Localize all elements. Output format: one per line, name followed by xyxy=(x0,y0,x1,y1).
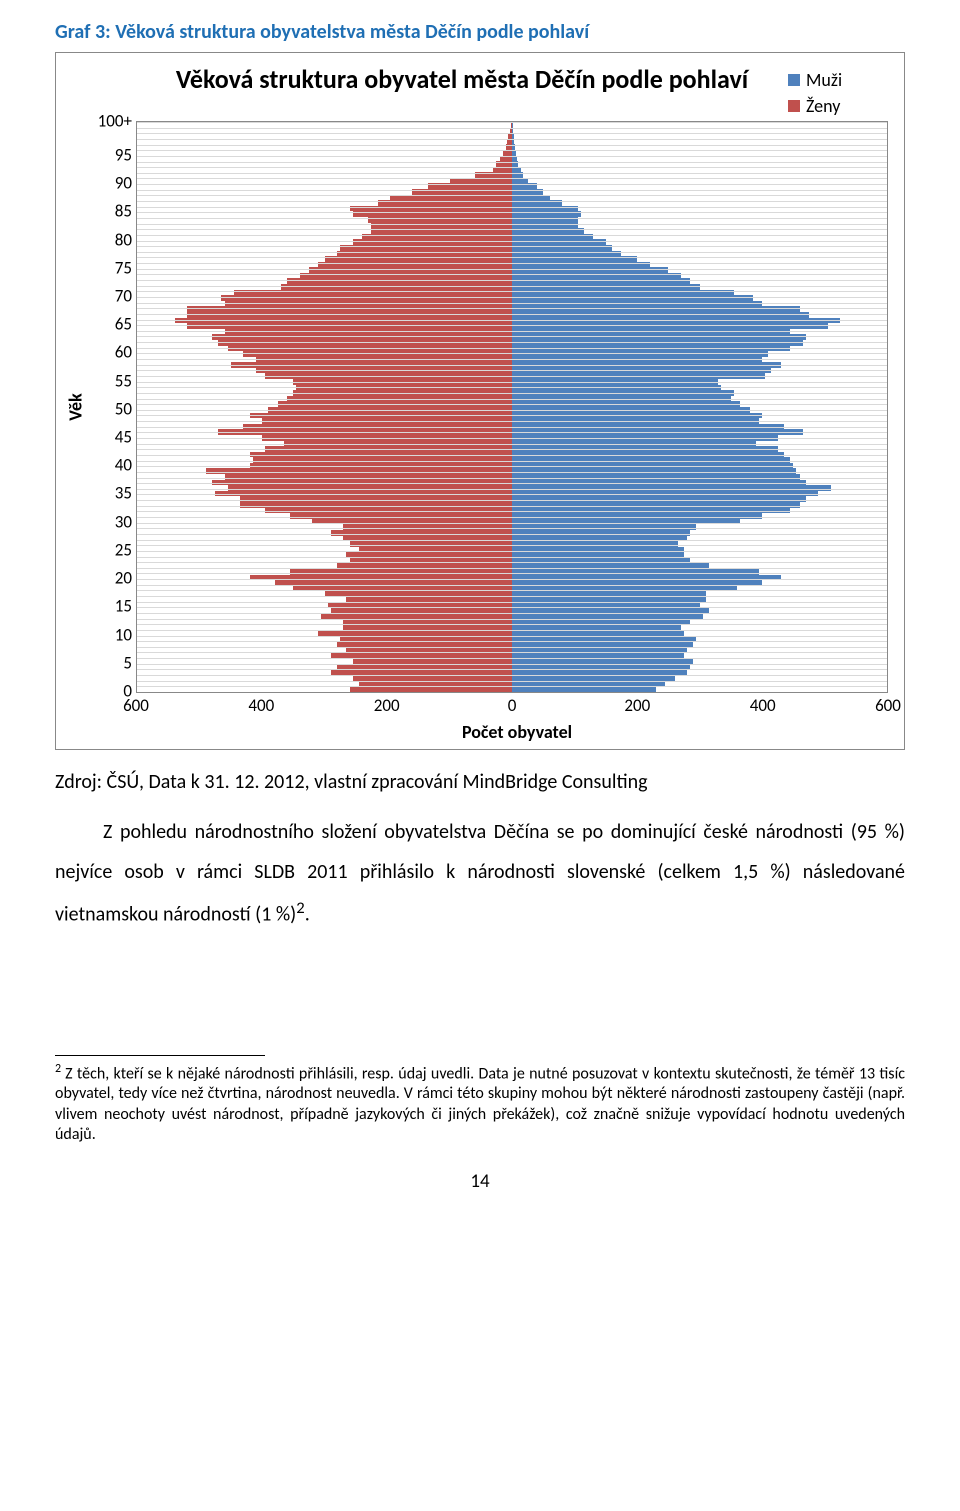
y-axis-labels: 100+959085807570656055504540353025201510… xyxy=(90,121,136,691)
plot-area xyxy=(136,121,888,693)
y-tick: 30 xyxy=(115,511,132,532)
footnote-rule xyxy=(55,1055,265,1056)
pyramid-chart: Věková struktura obyvatel města Děčín po… xyxy=(55,52,905,750)
x-tick: 600 xyxy=(123,695,149,716)
y-tick: 100+ xyxy=(98,111,132,132)
legend-label-men: Muži xyxy=(806,69,842,91)
y-tick: 25 xyxy=(115,539,132,560)
y-tick: 55 xyxy=(115,370,132,391)
x-tick: 200 xyxy=(374,695,400,716)
page-number: 14 xyxy=(55,1170,905,1193)
y-tick: 90 xyxy=(115,173,132,194)
x-tick: 400 xyxy=(248,695,274,716)
x-axis-labels: 6004002000200400600 xyxy=(136,693,888,719)
footnote: 2Z těch, kteří se k nějaké národnosti př… xyxy=(55,1062,905,1146)
y-tick: 65 xyxy=(115,314,132,335)
figure-title: Graf 3: Věková struktura obyvatelstva mě… xyxy=(55,20,905,44)
x-axis-title: Počet obyvatel xyxy=(136,721,898,743)
x-tick: 0 xyxy=(508,695,517,716)
y-tick: 85 xyxy=(115,201,132,222)
y-tick: 50 xyxy=(115,398,132,419)
y-tick: 40 xyxy=(115,455,132,476)
y-tick: 20 xyxy=(115,568,132,589)
y-tick: 60 xyxy=(115,342,132,363)
x-tick: 200 xyxy=(624,695,650,716)
legend-swatch-men xyxy=(788,74,800,86)
y-tick: 95 xyxy=(115,144,132,165)
y-tick: 45 xyxy=(115,427,132,448)
chart-title: Věková struktura obyvatel města Děčín po… xyxy=(136,59,788,97)
y-tick: 10 xyxy=(115,624,132,645)
y-tick: 35 xyxy=(115,483,132,504)
legend-item-men: Muži xyxy=(788,69,898,91)
y-axis-title: Věk xyxy=(62,121,90,693)
source-line: Zdroj: ČSÚ, Data k 31. 12. 2012, vlastní… xyxy=(55,770,905,794)
y-tick: 15 xyxy=(115,596,132,617)
y-tick: 70 xyxy=(115,285,132,306)
y-tick: 5 xyxy=(123,652,132,673)
body-paragraph: Z pohledu národnostního složení obyvatel… xyxy=(55,812,905,935)
legend-swatch-women xyxy=(788,100,800,112)
y-tick: 80 xyxy=(115,229,132,250)
x-tick: 600 xyxy=(875,695,901,716)
x-tick: 400 xyxy=(750,695,776,716)
y-tick: 75 xyxy=(115,257,132,278)
legend-item-women: Ženy xyxy=(788,95,898,117)
legend-label-women: Ženy xyxy=(806,95,840,117)
chart-legend: Muži Ženy xyxy=(788,59,898,121)
